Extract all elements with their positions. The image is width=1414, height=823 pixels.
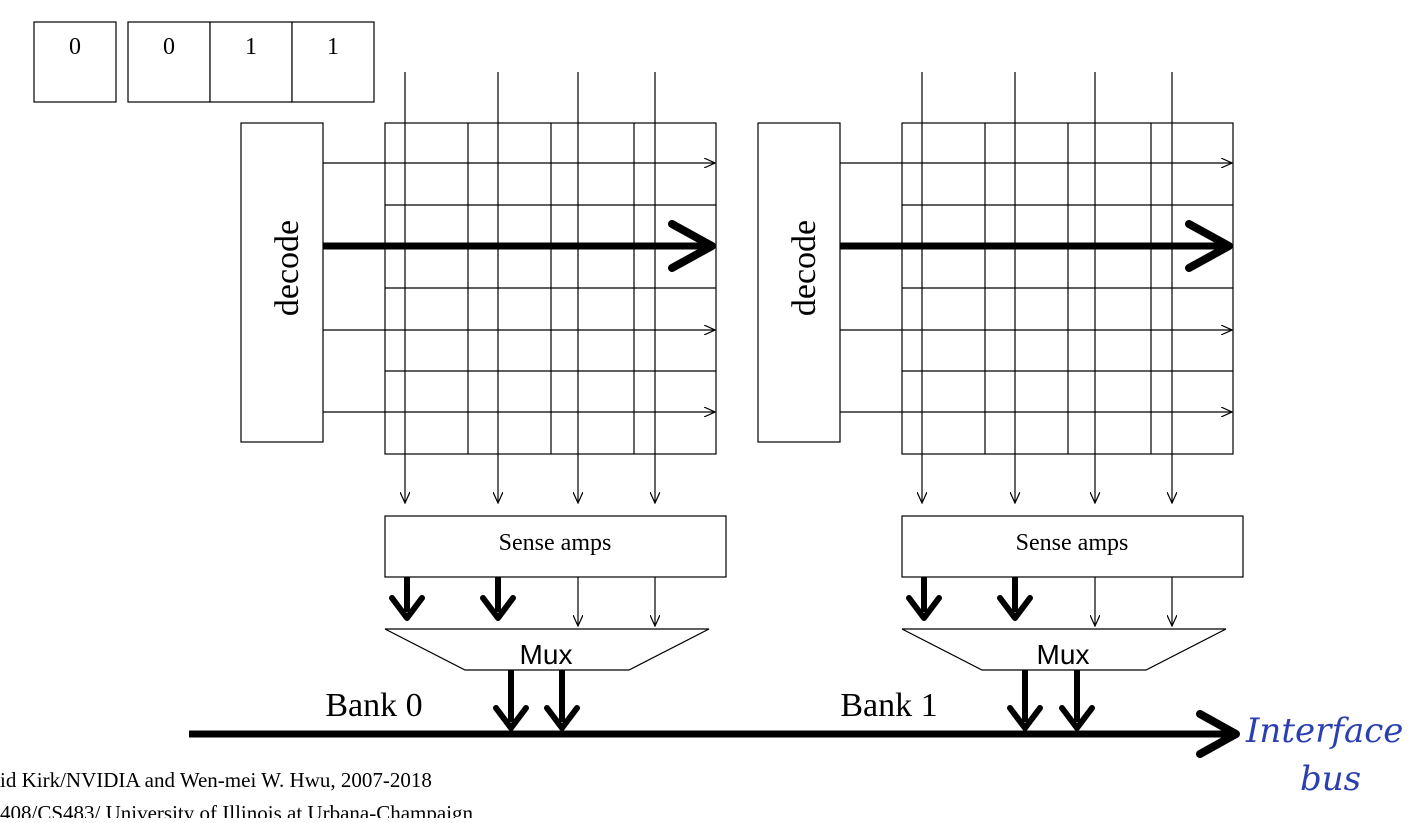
sense-amps-label: Sense amps [1016, 530, 1129, 556]
mux-block [901, 628, 1227, 671]
address-bit-1: 0 [163, 34, 175, 60]
memory-array [901, 122, 1234, 455]
address-bit-box-0 [33, 21, 117, 103]
address-bit-box-1 [127, 21, 211, 103]
mux-block [384, 628, 710, 671]
footer-line-1: id Kirk/NVIDIA and Wen-mei W. Hwu, 2007-… [0, 768, 432, 792]
mux-to-bus-arrows [1007, 670, 1095, 731]
address-bit-2: 1 [245, 34, 257, 60]
decoder-label: decode [786, 220, 823, 316]
word-lines [840, 163, 1232, 412]
interface-bus-annotation: Interface bus [1245, 711, 1403, 799]
bank-0: decode Sense am [240, 72, 727, 731]
decoder-block [240, 122, 324, 443]
sense-to-mux-arrows [389, 577, 655, 626]
annotation-line-1: Interface [1245, 711, 1403, 751]
address-bit-box-3 [291, 21, 375, 103]
bank-label: Bank 1 [840, 687, 937, 724]
selected-word-line [840, 220, 1233, 272]
word-lines [323, 163, 715, 412]
mux-to-bus-arrows [493, 670, 580, 731]
mux-label: Mux [520, 639, 573, 670]
footer: id Kirk/NVIDIA and Wen-mei W. Hwu, 2007-… [0, 768, 474, 823]
bit-lines [922, 72, 1172, 503]
decoder-label: decode [269, 220, 306, 316]
bit-lines [405, 72, 655, 503]
decoder-block [757, 122, 841, 443]
annotation-line-2: bus [1300, 759, 1361, 799]
sense-amps-label: Sense amps [499, 530, 612, 556]
address-bit-0: 0 [69, 34, 81, 60]
sense-amps-block [384, 515, 727, 578]
mux-label: Mux [1037, 639, 1090, 670]
address-bit-3: 1 [327, 34, 339, 60]
address-bits: 0 0 1 1 [33, 21, 375, 103]
address-bit-box-2 [209, 21, 293, 103]
bank-1: decode Sense amps [757, 72, 1244, 731]
sense-to-mux-arrows [906, 577, 1172, 626]
sense-amps-block [901, 515, 1244, 578]
footer-line-2: 408/CS483/ University of Illinois at Urb… [0, 801, 474, 818]
memory-array [384, 122, 717, 455]
bank-label: Bank 0 [325, 687, 422, 724]
interface-bus [189, 710, 1240, 758]
selected-word-line [323, 220, 716, 272]
